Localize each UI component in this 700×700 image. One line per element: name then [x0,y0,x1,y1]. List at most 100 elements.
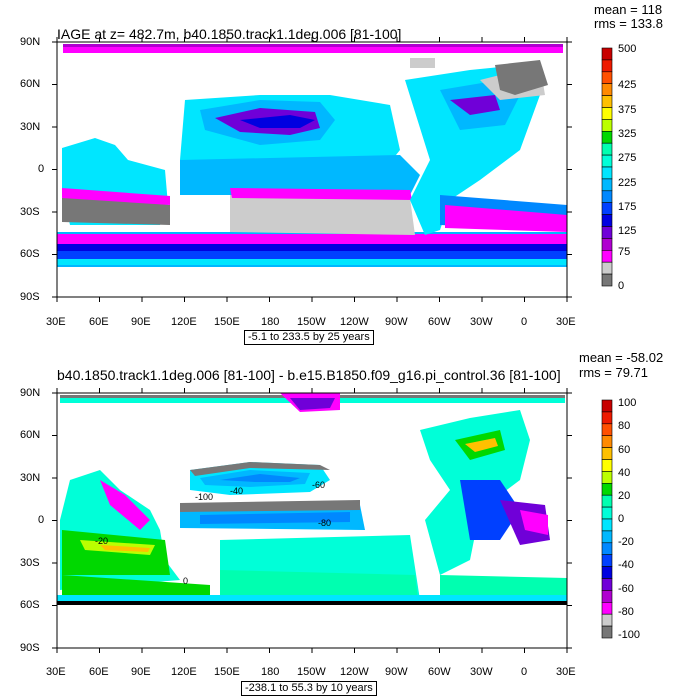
colorbar-label: -20 [618,536,634,548]
colorbar-swatch [601,226,613,239]
colorbar-swatch [601,494,613,508]
lat-label: 30N [20,121,41,133]
colorbar-swatch [601,459,613,472]
lon-label: 90E [131,666,151,678]
colorbar-swatch [601,142,613,156]
lat-label: 90S [20,642,40,654]
colorbar-swatch [601,506,613,520]
contour-label: -20 [95,536,108,546]
colorbar-label: 225 [618,177,637,189]
colorbar-swatch [601,590,613,603]
colorbar-swatch [601,47,613,61]
colorbar-swatch [601,399,613,413]
colorbar-swatch [601,178,613,192]
panel2-rms: rms = 79.71 [579,365,649,380]
lat-label: 30S [20,206,40,218]
lon-label: 120E [171,316,197,328]
colorbar-label: -60 [618,583,634,595]
lon-label: 150E [214,666,240,678]
contour-label: -40 [230,486,243,496]
lon-label: 150W [297,316,326,328]
colorbar-swatch [601,107,613,120]
lon-label: 120W [340,666,369,678]
colorbar-label: 425 [618,79,637,91]
colorbar-swatch [601,250,613,263]
colorbar-swatch [601,471,613,484]
colorbar-swatch [601,119,613,132]
colorbar-swatch [601,214,613,227]
colorbar-swatch [601,601,613,615]
colorbar-swatch [601,518,613,532]
colorbar-swatch [601,59,613,73]
lat-label: 30S [20,557,40,569]
contour-label: -100 [195,492,213,502]
panel1-colorbar [601,47,613,287]
lat-label: 90S [20,291,40,303]
lon-label: 90W [385,666,408,678]
colorbar-swatch [601,423,613,436]
colorbar-swatch [601,166,613,180]
panel2-title: b40.1850.track1.1deg.006 [81-100] - b.e1… [57,367,561,383]
colorbar-swatch [601,613,613,627]
lon-label: 30E [46,666,66,678]
panel2-contour-labels: -100 -80 -60 -40 -20 0 [95,480,331,586]
colorbar-label: -40 [618,559,634,571]
colorbar-label: 0 [618,280,625,292]
colorbar-swatch [601,530,613,544]
colorbar-label: 20 [618,490,631,502]
lat-label: 0 [38,514,45,526]
colorbar-swatch [601,190,613,204]
colorbar-swatch [601,447,613,460]
lon-label: 30E [556,316,576,328]
lat-label: 60S [20,599,40,611]
lon-label: 60E [89,316,109,328]
lon-label: 150E [214,316,240,328]
panel1-ticks [52,37,572,302]
colorbar-swatch [601,71,613,85]
panel2-map [57,393,567,648]
lon-label: 0 [521,666,528,678]
contour-label: -80 [318,518,331,528]
colorbar-swatch [601,411,613,425]
lon-label: 150W [297,666,326,678]
panel1-title: IAGE at z= 482.7m, b40.1850.track1.1deg.… [57,26,402,42]
lon-label: 30W [470,666,493,678]
colorbar-swatch [601,554,613,567]
colorbar-label: 40 [618,467,631,479]
colorbar-swatch [601,566,613,579]
lon-label: 30W [470,316,493,328]
colorbar-swatch [601,261,613,275]
contour-label: -60 [312,480,325,490]
lat-label: 30N [20,472,41,484]
colorbar-swatch [601,95,613,108]
colorbar-label: -80 [618,606,634,618]
colorbar-label: 175 [618,201,637,213]
panel1-rms: rms = 133.8 [594,16,664,31]
colorbar-label: -100 [618,629,641,641]
colorbar-swatch [601,578,613,591]
colorbar-swatch [601,154,613,168]
colorbar-swatch [601,238,613,251]
colorbar-swatch [601,202,613,215]
lat-label: 60S [20,248,40,260]
contour-label: 0 [183,576,188,586]
lon-label: 180 [261,666,280,678]
lon-label: 30E [46,316,66,328]
colorbar-swatch [601,435,613,448]
colorbar-swatch [601,625,613,639]
colorbar-label: 275 [618,152,637,164]
colorbar-label: 75 [618,246,631,258]
colorbar-label: 60 [618,444,631,456]
colorbar-swatch [601,482,613,496]
colorbar-label: 500 [618,43,637,55]
colorbar-label: 375 [618,104,637,116]
lon-label: 120E [171,666,197,678]
lat-label: 60N [20,78,41,90]
colorbar-label: 100 [618,397,637,409]
lat-label: 90N [20,36,41,48]
colorbar-swatch [601,273,613,287]
panel1-mean: mean = 118 [594,2,663,17]
lat-label: 90N [20,387,41,399]
lon-label: 60W [428,666,451,678]
